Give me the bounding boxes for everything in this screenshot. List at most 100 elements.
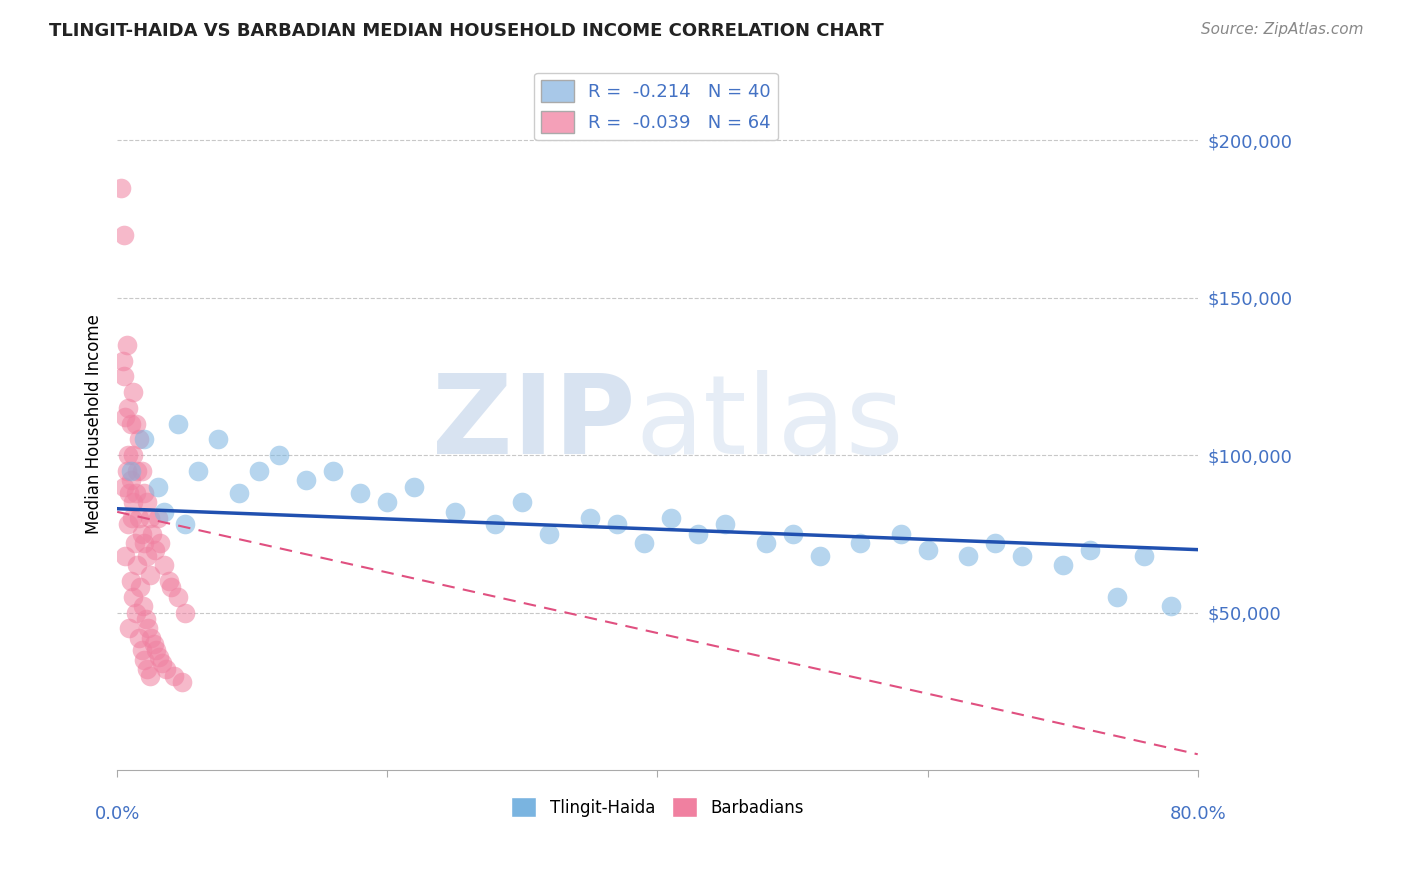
Point: [135, 549, 157, 563]
Point: [129, 581, 152, 595]
Point: [125, 417, 148, 431]
Point: [128, 511, 150, 525]
Point: [117, 517, 139, 532]
Point: [173, 517, 195, 532]
Point: [117, 401, 139, 415]
Point: [131, 527, 153, 541]
Point: [139, 631, 162, 645]
Point: [112, 480, 135, 494]
Point: [141, 527, 163, 541]
Point: [538, 527, 561, 541]
Point: [145, 643, 167, 657]
Point: [512, 495, 534, 509]
Point: [404, 480, 426, 494]
Point: [187, 464, 209, 478]
Point: [122, 590, 145, 604]
Point: [135, 662, 157, 676]
Point: [153, 505, 176, 519]
Point: [127, 464, 149, 478]
Point: [127, 558, 149, 573]
Point: [149, 536, 172, 550]
Point: [1078, 542, 1101, 557]
Point: [375, 495, 398, 509]
Point: [118, 621, 141, 635]
Point: [134, 486, 156, 500]
Point: [128, 631, 150, 645]
Point: [135, 612, 157, 626]
Point: [131, 464, 153, 478]
Text: atlas: atlas: [636, 370, 904, 477]
Point: [146, 480, 169, 494]
Point: [1105, 590, 1128, 604]
Point: [917, 542, 939, 557]
Point: [117, 448, 139, 462]
Point: [118, 486, 141, 500]
Point: [132, 599, 155, 614]
Point: [349, 486, 371, 500]
Point: [1132, 549, 1154, 563]
Point: [114, 549, 136, 563]
Point: [957, 549, 980, 563]
Point: [984, 536, 1007, 550]
Point: [167, 590, 190, 604]
Point: [606, 517, 628, 532]
Point: [136, 621, 159, 635]
Point: [849, 536, 872, 550]
Point: [160, 581, 183, 595]
Point: [114, 410, 136, 425]
Y-axis label: Median Household Income: Median Household Income: [86, 314, 103, 533]
Point: [138, 511, 160, 525]
Point: [115, 464, 138, 478]
Point: [153, 558, 176, 573]
Point: [134, 433, 156, 447]
Point: [150, 656, 173, 670]
Point: [138, 668, 160, 682]
Point: [269, 448, 291, 462]
Point: [120, 464, 142, 478]
Text: TLINGIT-HAIDA VS BARBADIAN MEDIAN HOUSEHOLD INCOME CORRELATION CHART: TLINGIT-HAIDA VS BARBADIAN MEDIAN HOUSEH…: [49, 22, 884, 40]
Point: [142, 637, 165, 651]
Point: [143, 542, 166, 557]
Point: [135, 495, 157, 509]
Point: [633, 536, 655, 550]
Legend: Tlingit-Haida, Barbadians: Tlingit-Haida, Barbadians: [505, 790, 810, 824]
Point: [134, 653, 156, 667]
Point: [146, 511, 169, 525]
Point: [120, 474, 142, 488]
Point: [110, 180, 132, 194]
Point: [322, 464, 344, 478]
Point: [125, 606, 148, 620]
Point: [808, 549, 831, 563]
Point: [228, 486, 250, 500]
Point: [124, 536, 146, 550]
Point: [122, 385, 145, 400]
Point: [295, 474, 318, 488]
Point: [128, 433, 150, 447]
Point: [134, 536, 156, 550]
Point: [686, 527, 709, 541]
Point: [659, 511, 682, 525]
Point: [125, 486, 148, 500]
Point: [207, 433, 229, 447]
Text: ZIP: ZIP: [433, 370, 636, 477]
Point: [111, 353, 134, 368]
Point: [1011, 549, 1033, 563]
Point: [1052, 558, 1074, 573]
Text: 0.0%: 0.0%: [94, 805, 139, 822]
Point: [167, 417, 190, 431]
Point: [115, 338, 138, 352]
Point: [782, 527, 804, 541]
Point: [122, 448, 145, 462]
Point: [444, 505, 467, 519]
Point: [155, 662, 177, 676]
Point: [112, 369, 135, 384]
Point: [247, 464, 270, 478]
Point: [122, 495, 145, 509]
Point: [754, 536, 776, 550]
Point: [579, 511, 602, 525]
Point: [120, 417, 142, 431]
Point: [138, 567, 160, 582]
Point: [890, 527, 912, 541]
Point: [170, 674, 193, 689]
Point: [163, 668, 186, 682]
